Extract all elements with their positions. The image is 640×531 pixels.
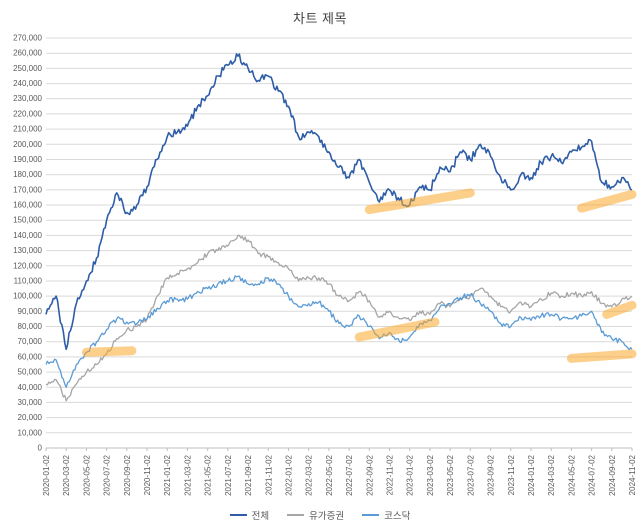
svg-text:2022-01-02: 2022-01-02 (285, 454, 294, 495)
svg-text:2020-11-02: 2020-11-02 (143, 454, 152, 495)
svg-text:2022-09-02: 2022-09-02 (365, 454, 374, 495)
svg-text:220,000: 220,000 (13, 109, 42, 118)
legend-label-kospi: 유가증권 (309, 511, 345, 522)
legend-item-total[interactable]: 전체 (229, 508, 270, 522)
svg-text:190,000: 190,000 (13, 155, 42, 164)
legend-label-total: 전체 (251, 511, 270, 522)
svg-text:2020-09-02: 2020-09-02 (123, 454, 132, 495)
legend-label-kosdaq: 코스닥 (384, 511, 411, 522)
svg-text:260,000: 260,000 (13, 49, 42, 58)
svg-text:2021-07-02: 2021-07-02 (224, 454, 233, 495)
svg-text:2020-05-02: 2020-05-02 (82, 454, 91, 495)
svg-text:2024-05-02: 2024-05-02 (567, 454, 576, 495)
svg-text:2020-03-02: 2020-03-02 (62, 454, 71, 495)
svg-text:2022-11-02: 2022-11-02 (386, 454, 395, 495)
svg-text:2024-03-02: 2024-03-02 (547, 454, 556, 495)
svg-text:160,000: 160,000 (13, 201, 42, 210)
legend-item-kosdaq[interactable]: 코스닥 (362, 508, 410, 522)
svg-text:2024-07-02: 2024-07-02 (588, 454, 597, 495)
svg-text:240,000: 240,000 (13, 79, 42, 88)
svg-text:150,000: 150,000 (13, 216, 42, 225)
svg-text:0: 0 (38, 444, 43, 453)
legend-line-total (229, 514, 247, 516)
svg-text:80,000: 80,000 (18, 322, 43, 331)
svg-text:2023-01-02: 2023-01-02 (406, 454, 415, 495)
svg-text:140,000: 140,000 (13, 231, 42, 240)
svg-text:2022-03-02: 2022-03-02 (305, 454, 314, 495)
svg-text:2023-05-02: 2023-05-02 (446, 454, 455, 495)
svg-text:170,000: 170,000 (13, 185, 42, 194)
svg-text:70,000: 70,000 (18, 337, 43, 346)
svg-text:2021-03-02: 2021-03-02 (183, 454, 192, 495)
svg-text:2023-07-02: 2023-07-02 (466, 454, 475, 495)
svg-text:100,000: 100,000 (13, 292, 42, 301)
legend-item-kospi[interactable]: 유가증권 (287, 508, 344, 522)
svg-text:30,000: 30,000 (18, 398, 43, 407)
svg-text:50,000: 50,000 (18, 368, 43, 377)
svg-text:210,000: 210,000 (13, 125, 42, 134)
svg-text:130,000: 130,000 (13, 246, 42, 255)
svg-text:2024-09-02: 2024-09-02 (608, 454, 617, 495)
svg-text:2021-11-02: 2021-11-02 (264, 454, 273, 495)
svg-text:90,000: 90,000 (18, 307, 43, 316)
svg-text:2023-09-02: 2023-09-02 (487, 454, 496, 495)
svg-text:110,000: 110,000 (14, 277, 43, 286)
svg-text:120,000: 120,000 (13, 261, 42, 270)
svg-text:250,000: 250,000 (13, 64, 42, 73)
svg-text:20,000: 20,000 (18, 413, 43, 422)
svg-text:2020-07-02: 2020-07-02 (103, 454, 112, 495)
svg-text:270,000: 270,000 (13, 34, 42, 43)
svg-text:2022-07-02: 2022-07-02 (345, 454, 354, 495)
svg-text:2021-01-02: 2021-01-02 (163, 454, 172, 495)
svg-text:2020-01-02: 2020-01-02 (42, 454, 51, 495)
svg-text:60,000: 60,000 (18, 352, 43, 361)
svg-text:2024-01-02: 2024-01-02 (527, 454, 536, 495)
svg-text:2023-03-02: 2023-03-02 (426, 454, 435, 495)
svg-text:2023-11-02: 2023-11-02 (507, 454, 516, 495)
svg-text:180,000: 180,000 (13, 170, 42, 179)
legend-line-kosdaq (362, 514, 380, 516)
svg-text:230,000: 230,000 (13, 94, 42, 103)
svg-text:2024-11-02: 2024-11-02 (628, 454, 637, 495)
svg-text:2021-05-02: 2021-05-02 (204, 454, 213, 495)
svg-text:10,000: 10,000 (18, 428, 43, 437)
chart-title: 차트 제목 (293, 11, 347, 26)
svg-text:2021-09-02: 2021-09-02 (244, 454, 253, 495)
legend-line-kospi (287, 514, 305, 516)
chart-legend: 전체 유가증권 코스닥 (0, 508, 640, 522)
svg-text:2022-05-02: 2022-05-02 (325, 454, 334, 495)
svg-text:200,000: 200,000 (13, 140, 42, 149)
svg-text:40,000: 40,000 (18, 383, 43, 392)
